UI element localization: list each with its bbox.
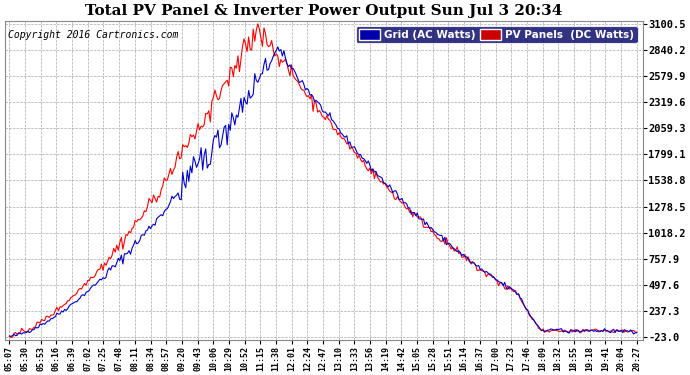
Legend: Grid (AC Watts), PV Panels  (DC Watts): Grid (AC Watts), PV Panels (DC Watts) xyxy=(355,26,638,43)
Text: Copyright 2016 Cartronics.com: Copyright 2016 Cartronics.com xyxy=(8,30,179,40)
Title: Total PV Panel & Inverter Power Output Sun Jul 3 20:34: Total PV Panel & Inverter Power Output S… xyxy=(85,4,562,18)
